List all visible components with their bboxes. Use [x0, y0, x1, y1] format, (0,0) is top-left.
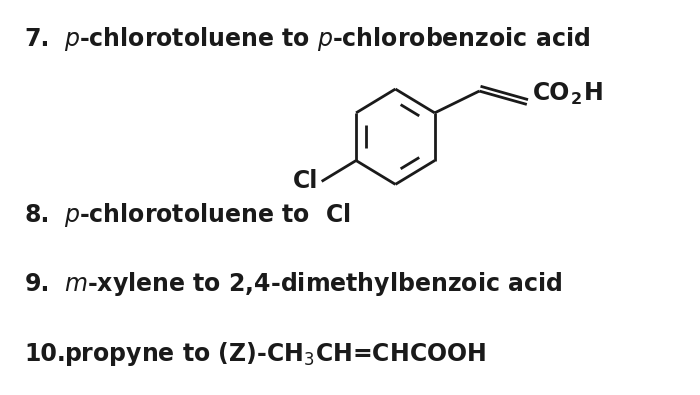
Text: 8.: 8. — [25, 203, 50, 227]
Text: 7.: 7. — [25, 26, 50, 51]
Text: $\it{m}$-xylene to 2,4-dimethylbenzoic acid: $\it{m}$-xylene to 2,4-dimethylbenzoic a… — [64, 270, 563, 298]
Text: 2: 2 — [571, 92, 582, 107]
Text: $\it{p}$-chlorotoluene to  Cl: $\it{p}$-chlorotoluene to Cl — [64, 201, 351, 229]
Text: 9.: 9. — [25, 272, 50, 296]
Text: $\it{p}$-chlorotoluene to $\it{p}$-chlorobenzoic acid: $\it{p}$-chlorotoluene to $\it{p}$-chlor… — [64, 24, 590, 53]
Text: Cl: Cl — [293, 169, 319, 194]
Text: CO: CO — [533, 81, 570, 105]
Text: 10.: 10. — [25, 342, 66, 367]
Text: propyne to (Z)-CH$_3$CH=CHCOOH: propyne to (Z)-CH$_3$CH=CHCOOH — [64, 340, 486, 369]
Text: H: H — [584, 81, 604, 105]
